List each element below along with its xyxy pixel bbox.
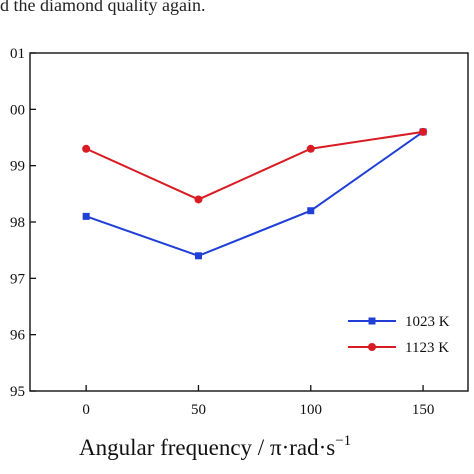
series-line-2 [85, 130, 424, 201]
y-tick-label: 97 [10, 271, 26, 287]
legend-label: 1023 K [405, 314, 450, 330]
x-axis-label: Angular frequency / π·rad·s−1 [79, 433, 351, 460]
y-tick-label: 96 [10, 328, 26, 344]
data-point-square [82, 212, 90, 220]
x-tick-label: 50 [191, 402, 206, 418]
legend-label: 1123 K [405, 340, 449, 356]
legend-marker-circle [368, 343, 376, 351]
y-tick-label: 99 [10, 159, 25, 175]
x-tick-label: 0 [82, 402, 90, 418]
x-axis-label-superscript: −1 [335, 433, 351, 449]
data-point-circle [419, 127, 428, 136]
y-tick-label: 98 [10, 215, 25, 231]
series-line-1 [85, 131, 424, 257]
plot-area-frame [29, 52, 469, 392]
x-tick-label: 150 [412, 402, 435, 418]
data-point-square [194, 252, 202, 260]
data-point-circle [306, 144, 315, 153]
caption-fragment: d the diamond quality again. [0, 0, 206, 15]
y-tick-label: 01 [10, 46, 25, 62]
data-point-circle [194, 195, 203, 204]
y-tick-label: 00 [10, 102, 25, 118]
data-point-circle [82, 144, 91, 153]
data-point-square [307, 207, 315, 215]
y-tick-label: 95 [10, 384, 25, 400]
legend-marker-square [368, 317, 376, 325]
x-tick-label: 100 [300, 402, 323, 418]
